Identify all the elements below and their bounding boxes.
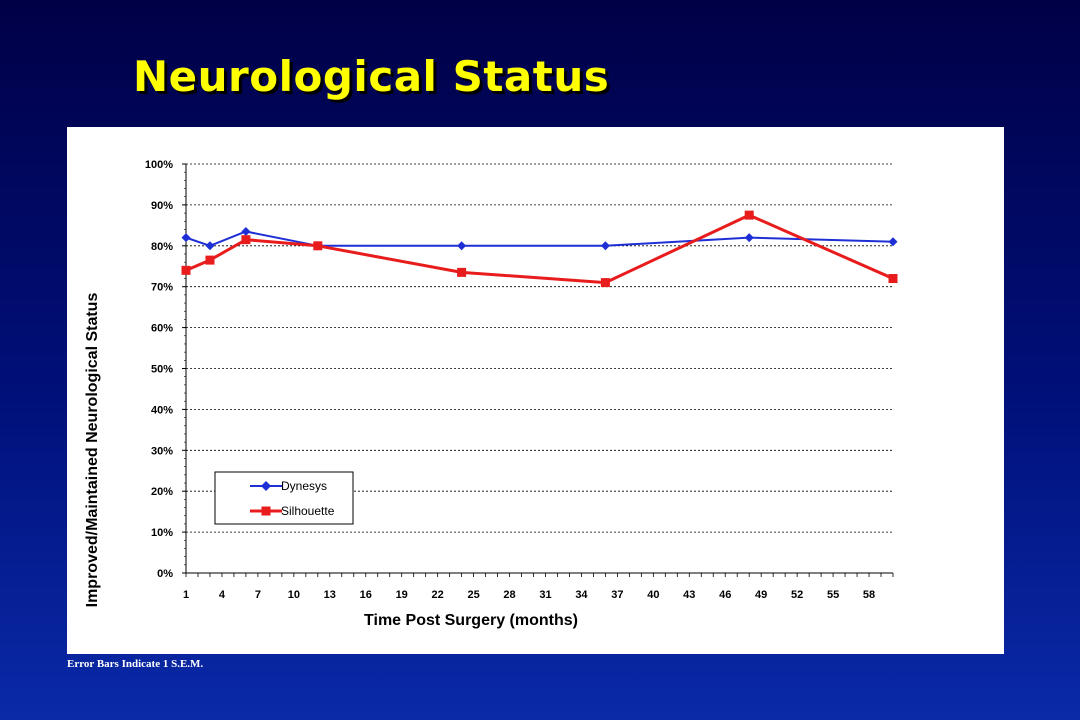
data-point-silhouette bbox=[744, 210, 754, 220]
legend-box bbox=[214, 471, 354, 525]
x-tick-label: 40 bbox=[647, 589, 659, 601]
y-tick-label: 100% bbox=[145, 159, 173, 171]
x-tick-label: 55 bbox=[827, 589, 839, 601]
y-tick-label: 40% bbox=[151, 404, 173, 416]
x-tick-label: 1 bbox=[183, 589, 189, 601]
data-point-dynesys bbox=[600, 241, 610, 251]
data-point-silhouette bbox=[457, 267, 467, 277]
y-tick-label: 90% bbox=[151, 200, 173, 212]
y-tick-label: 70% bbox=[151, 282, 173, 294]
series-lines bbox=[181, 210, 898, 288]
legend-marker-silhouette bbox=[261, 506, 271, 516]
legend-marker-dynesys bbox=[261, 481, 271, 491]
x-tick-label: 49 bbox=[755, 589, 767, 601]
y-tick-labels: 0% 10% 20% 30% 40% 50% 60% 70% 80% 90% 100% bbox=[145, 159, 173, 580]
legend-label-silhouette: Silhouette bbox=[281, 504, 335, 518]
axes bbox=[182, 163, 894, 577]
x-tick-label: 10 bbox=[288, 589, 300, 601]
data-point-silhouette bbox=[181, 265, 191, 275]
data-point-dynesys bbox=[888, 237, 898, 247]
x-tick-label: 52 bbox=[791, 589, 803, 601]
x-tick-label: 7 bbox=[255, 589, 261, 601]
x-tick-label: 46 bbox=[719, 589, 731, 601]
footnote: Error Bars Indicate 1 S.E.M. bbox=[67, 658, 204, 670]
y-tick-label: 60% bbox=[151, 323, 173, 335]
x-tick-labels: 1 4 7 10 13 16 19 22 25 28 31 34 37 40 43 46 49 52 55 58 bbox=[183, 589, 875, 601]
x-tick-label: 16 bbox=[360, 589, 372, 601]
data-point-silhouette bbox=[600, 278, 610, 288]
x-tick-label: 58 bbox=[863, 589, 875, 601]
data-point-dynesys bbox=[744, 233, 754, 243]
data-point-silhouette bbox=[888, 274, 898, 284]
y-axis-title: Improved/Maintained Neurological Status bbox=[84, 293, 101, 608]
x-axis-title: Time Post Surgery (months) bbox=[364, 612, 578, 629]
data-point-dynesys bbox=[241, 226, 251, 236]
x-tick-label: 28 bbox=[503, 589, 515, 601]
y-tick-label: 80% bbox=[151, 241, 173, 253]
x-tick-label: 4 bbox=[219, 589, 226, 601]
x-tick-label: 19 bbox=[396, 589, 408, 601]
slide-title: Neurological Status bbox=[133, 52, 610, 101]
data-point-dynesys bbox=[181, 233, 191, 243]
legend: Dynesys Silhouette bbox=[214, 471, 354, 525]
legend-label-dynesys: Dynesys bbox=[281, 479, 327, 493]
data-point-silhouette bbox=[205, 255, 215, 265]
series-line-silhouette bbox=[185, 213, 894, 285]
data-point-silhouette bbox=[241, 235, 251, 245]
x-tick-label: 13 bbox=[324, 589, 336, 601]
data-point-dynesys bbox=[457, 241, 467, 251]
x-tick-label: 22 bbox=[432, 589, 444, 601]
x-tick-label: 37 bbox=[611, 589, 623, 601]
line-chart: 0%10%20%30%40%50%60%70%80%90%100% 1 4 7 10 1… bbox=[84, 159, 898, 629]
series-line-dynesys bbox=[185, 230, 894, 247]
y-tick-label: 30% bbox=[151, 445, 173, 457]
x-tick-label: 31 bbox=[539, 589, 551, 601]
x-tick-label: 43 bbox=[683, 589, 695, 601]
x-tick-label: 34 bbox=[575, 589, 588, 601]
x-tick-label: 25 bbox=[467, 589, 479, 601]
data-point-dynesys bbox=[205, 241, 215, 251]
data-point-silhouette bbox=[313, 241, 323, 251]
y-tick-label: 50% bbox=[151, 364, 173, 376]
y-tick-label: 0% bbox=[157, 568, 173, 580]
y-tick-label: 10% bbox=[151, 527, 173, 539]
chart-panel: 0% 10% 20% 30% 40% 50% 60% 70% 80% 90% 100% 1 4 7 10 1… bbox=[67, 127, 1004, 654]
y-tick-label: 20% bbox=[151, 486, 173, 498]
